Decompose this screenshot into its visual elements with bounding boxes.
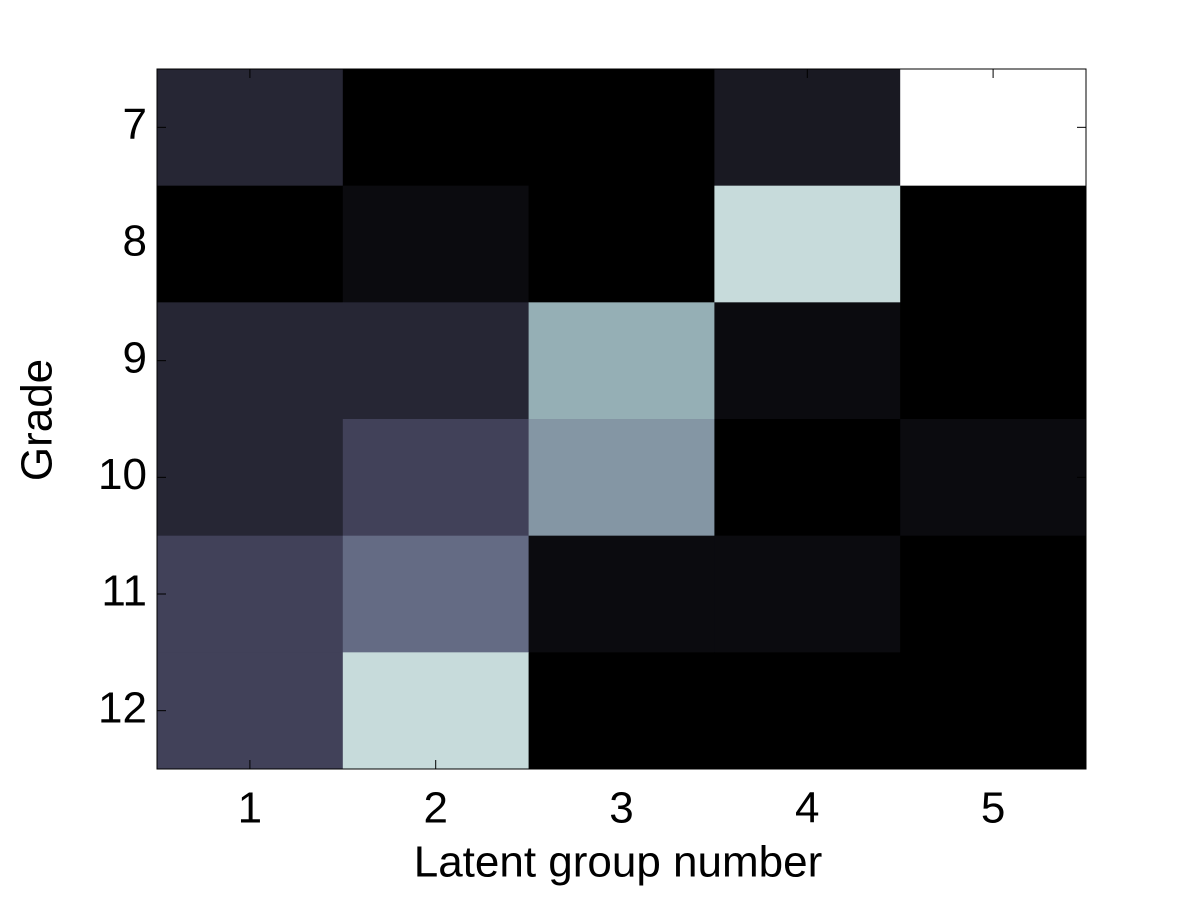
heatmap-cell xyxy=(900,69,1087,187)
heatmap-cell xyxy=(342,419,530,537)
y-tick-label: 8 xyxy=(123,217,147,266)
x-axis-label: Latent group number xyxy=(414,838,823,887)
heatmap-cell xyxy=(342,302,530,420)
heatmap-cell xyxy=(157,69,344,187)
heatmap-cell xyxy=(528,419,715,537)
y-tick-label: 7 xyxy=(123,100,147,149)
heatmap-cell xyxy=(528,302,715,420)
heatmap-cell xyxy=(342,69,530,187)
heatmap-cell xyxy=(157,185,344,303)
x-tick-label: 4 xyxy=(795,784,819,833)
heatmap-cell xyxy=(714,419,901,537)
x-tick-label: 3 xyxy=(609,784,633,833)
y-tick-label: 12 xyxy=(98,683,147,732)
y-tick-label: 10 xyxy=(98,450,147,499)
heatmap-cell xyxy=(157,652,344,770)
y-axis-label: Grade xyxy=(13,359,62,481)
heatmap-cell xyxy=(157,302,344,420)
y-tick-label: 11 xyxy=(101,567,147,616)
heatmap-cell xyxy=(900,652,1087,770)
heatmap-cell xyxy=(900,302,1087,420)
y-tick-label: 9 xyxy=(123,333,147,382)
heatmap-cell xyxy=(342,535,530,653)
heatmap-cell xyxy=(528,69,715,187)
heatmap-cell xyxy=(900,419,1087,537)
heatmap-cell xyxy=(714,69,901,187)
x-tick-label: 5 xyxy=(981,784,1005,833)
heatmap-cell xyxy=(528,652,715,770)
heatmap-cell xyxy=(900,535,1087,653)
heatmap-cell xyxy=(714,302,901,420)
heatmap-cell xyxy=(900,185,1087,303)
heatmap-cell xyxy=(157,535,344,653)
heatmap-cell xyxy=(714,185,901,303)
heatmap-cell xyxy=(714,652,901,770)
heatmap-cell xyxy=(342,185,530,303)
heatmap-cell xyxy=(342,652,530,770)
heatmap-cell xyxy=(714,535,901,653)
heatmap-cell xyxy=(157,419,344,537)
heatmap-cell xyxy=(528,535,715,653)
heatmap-cell xyxy=(528,185,715,303)
x-tick-label: 2 xyxy=(423,784,447,833)
x-tick-label: 1 xyxy=(238,784,262,833)
